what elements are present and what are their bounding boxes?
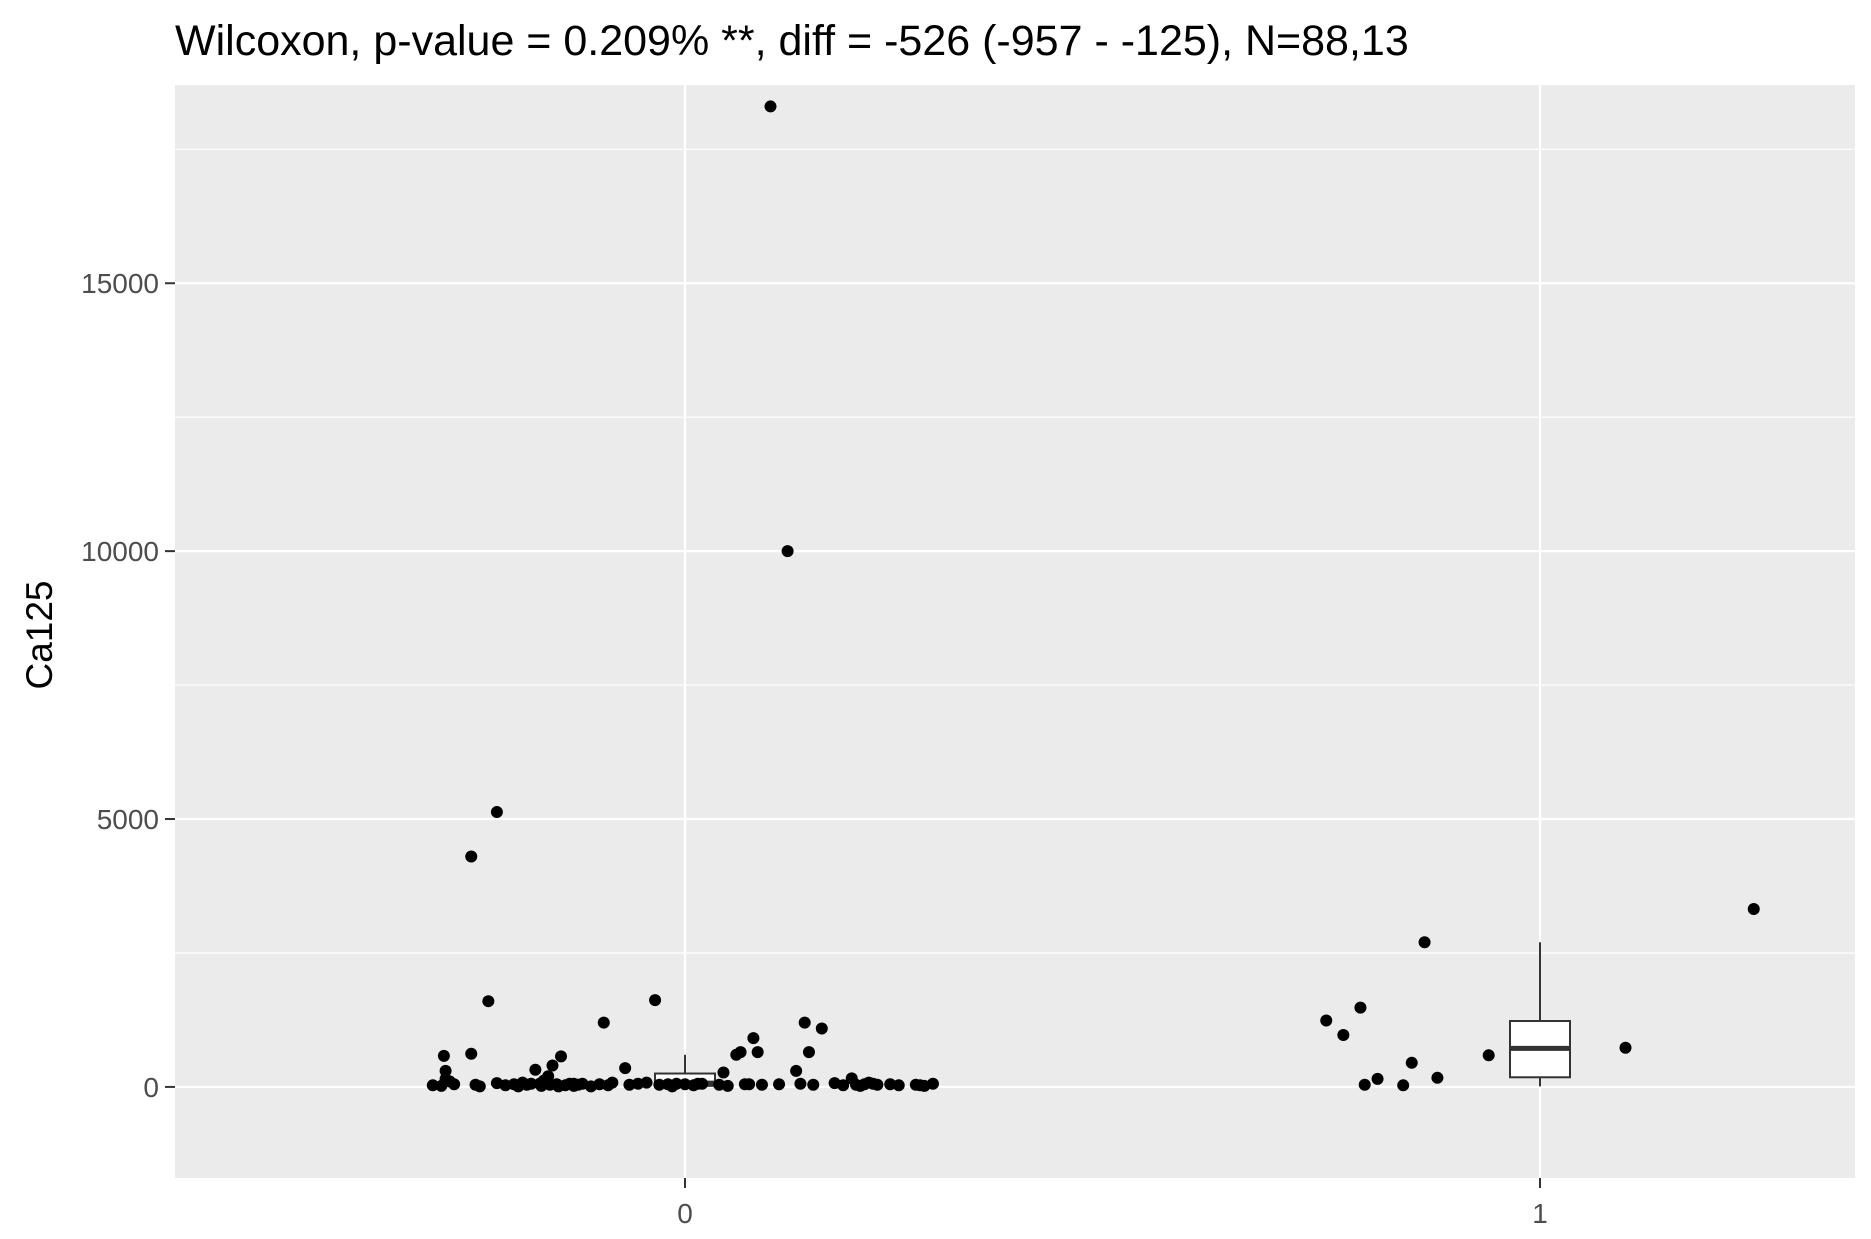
data-point	[529, 1063, 542, 1076]
data-point	[1747, 903, 1760, 916]
data-point	[1482, 1049, 1495, 1062]
data-point	[837, 1079, 850, 1092]
y-tick-label: 15000	[81, 268, 159, 299]
data-point	[555, 1050, 568, 1063]
data-point	[751, 1046, 764, 1059]
data-point	[426, 1079, 439, 1092]
data-point	[1320, 1014, 1333, 1027]
data-point	[649, 994, 662, 1007]
data-point	[1371, 1072, 1384, 1085]
data-point	[802, 1046, 815, 1059]
data-point	[465, 1047, 478, 1060]
data-point	[546, 1059, 559, 1072]
data-point	[871, 1078, 884, 1091]
data-point	[764, 100, 777, 113]
y-tick-label: 5000	[97, 804, 159, 835]
data-point	[1354, 1001, 1367, 1014]
data-point	[525, 1077, 538, 1090]
data-point	[473, 1080, 486, 1093]
y-axis: 0 5000 10000 15000	[81, 268, 175, 1103]
data-point	[743, 1078, 756, 1091]
data-point	[734, 1046, 747, 1059]
data-point	[606, 1076, 619, 1089]
data-point	[794, 1077, 807, 1090]
data-point	[437, 1049, 450, 1062]
data-point	[1431, 1071, 1444, 1084]
data-point	[892, 1079, 905, 1092]
data-point	[755, 1078, 768, 1091]
data-point	[640, 1076, 653, 1089]
data-point	[1418, 936, 1431, 949]
data-point	[653, 1078, 666, 1091]
x-tick-label: 1	[1532, 1198, 1548, 1229]
data-point	[807, 1078, 820, 1091]
data-point	[1358, 1078, 1371, 1091]
data-point	[465, 850, 478, 863]
data-point	[790, 1064, 803, 1077]
data-point	[1405, 1056, 1418, 1069]
y-tick-label: 10000	[81, 536, 159, 567]
data-point	[781, 545, 794, 558]
y-tick-label: 0	[143, 1072, 159, 1103]
data-point	[448, 1078, 461, 1091]
data-point	[773, 1078, 786, 1091]
data-point	[1337, 1028, 1350, 1041]
chart-title: Wilcoxon, p-value = 0.209% **, diff = -5…	[175, 17, 1409, 65]
minor-gridlines	[175, 148, 1855, 954]
data-point	[717, 1066, 730, 1079]
data-point	[815, 1022, 828, 1035]
data-point	[597, 1016, 610, 1029]
data-point	[926, 1077, 939, 1090]
data-point	[1397, 1079, 1410, 1092]
data-points	[426, 100, 1760, 1093]
data-point	[619, 1062, 632, 1075]
data-point	[490, 806, 503, 819]
data-point	[670, 1077, 683, 1090]
x-tick-label: 0	[677, 1198, 693, 1229]
data-point	[747, 1032, 760, 1045]
data-point	[798, 1016, 811, 1029]
data-point	[482, 995, 495, 1008]
data-point	[696, 1077, 709, 1090]
y-axis-label: Ca125	[19, 580, 60, 689]
data-point	[721, 1079, 734, 1092]
data-point	[1619, 1041, 1632, 1054]
plot-panel	[175, 85, 1855, 1178]
